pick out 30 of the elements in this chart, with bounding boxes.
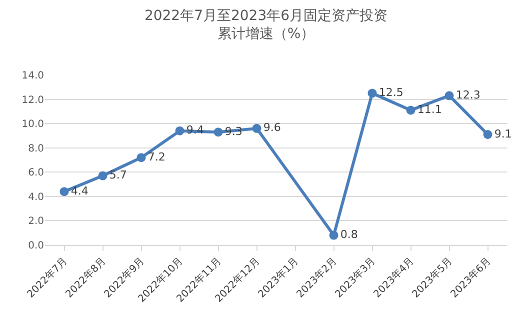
y-tick-label: 12.0: [22, 94, 44, 106]
point: [175, 126, 184, 136]
point: [136, 153, 146, 162]
data-label: 0.8: [340, 228, 358, 242]
point: [252, 124, 262, 133]
point: [329, 230, 338, 240]
data-label: 9.1: [494, 127, 512, 140]
data-label: 5.7: [109, 168, 127, 182]
data-label: 12.5: [378, 86, 404, 99]
y-tick-label: 2.0: [28, 216, 44, 228]
data-label: 9.4: [186, 124, 204, 137]
data-label: 11.1: [417, 102, 442, 116]
y-tick-label: 4.0: [28, 192, 44, 203]
data-label: 7.2: [148, 150, 166, 164]
data-label: 4.4: [70, 184, 88, 198]
y-tick-label: 0.0: [28, 240, 44, 252]
chart-title: 2022年7月至2023年6月固定资产投资累计增速（%）: [144, 8, 388, 42]
point: [368, 88, 377, 98]
data-label: 9.6: [263, 121, 281, 134]
y-tick-label: 10.0: [22, 119, 44, 130]
point: [406, 106, 416, 115]
point: [98, 171, 108, 180]
data-label: 12.3: [456, 88, 480, 102]
point: [214, 128, 223, 137]
point: [483, 130, 492, 139]
point: [444, 91, 454, 100]
y-tick-label: 6.0: [28, 168, 44, 179]
point: [60, 187, 69, 196]
y-tick-label: 14.0: [22, 70, 44, 82]
y-tick-label: 8.0: [28, 143, 44, 154]
